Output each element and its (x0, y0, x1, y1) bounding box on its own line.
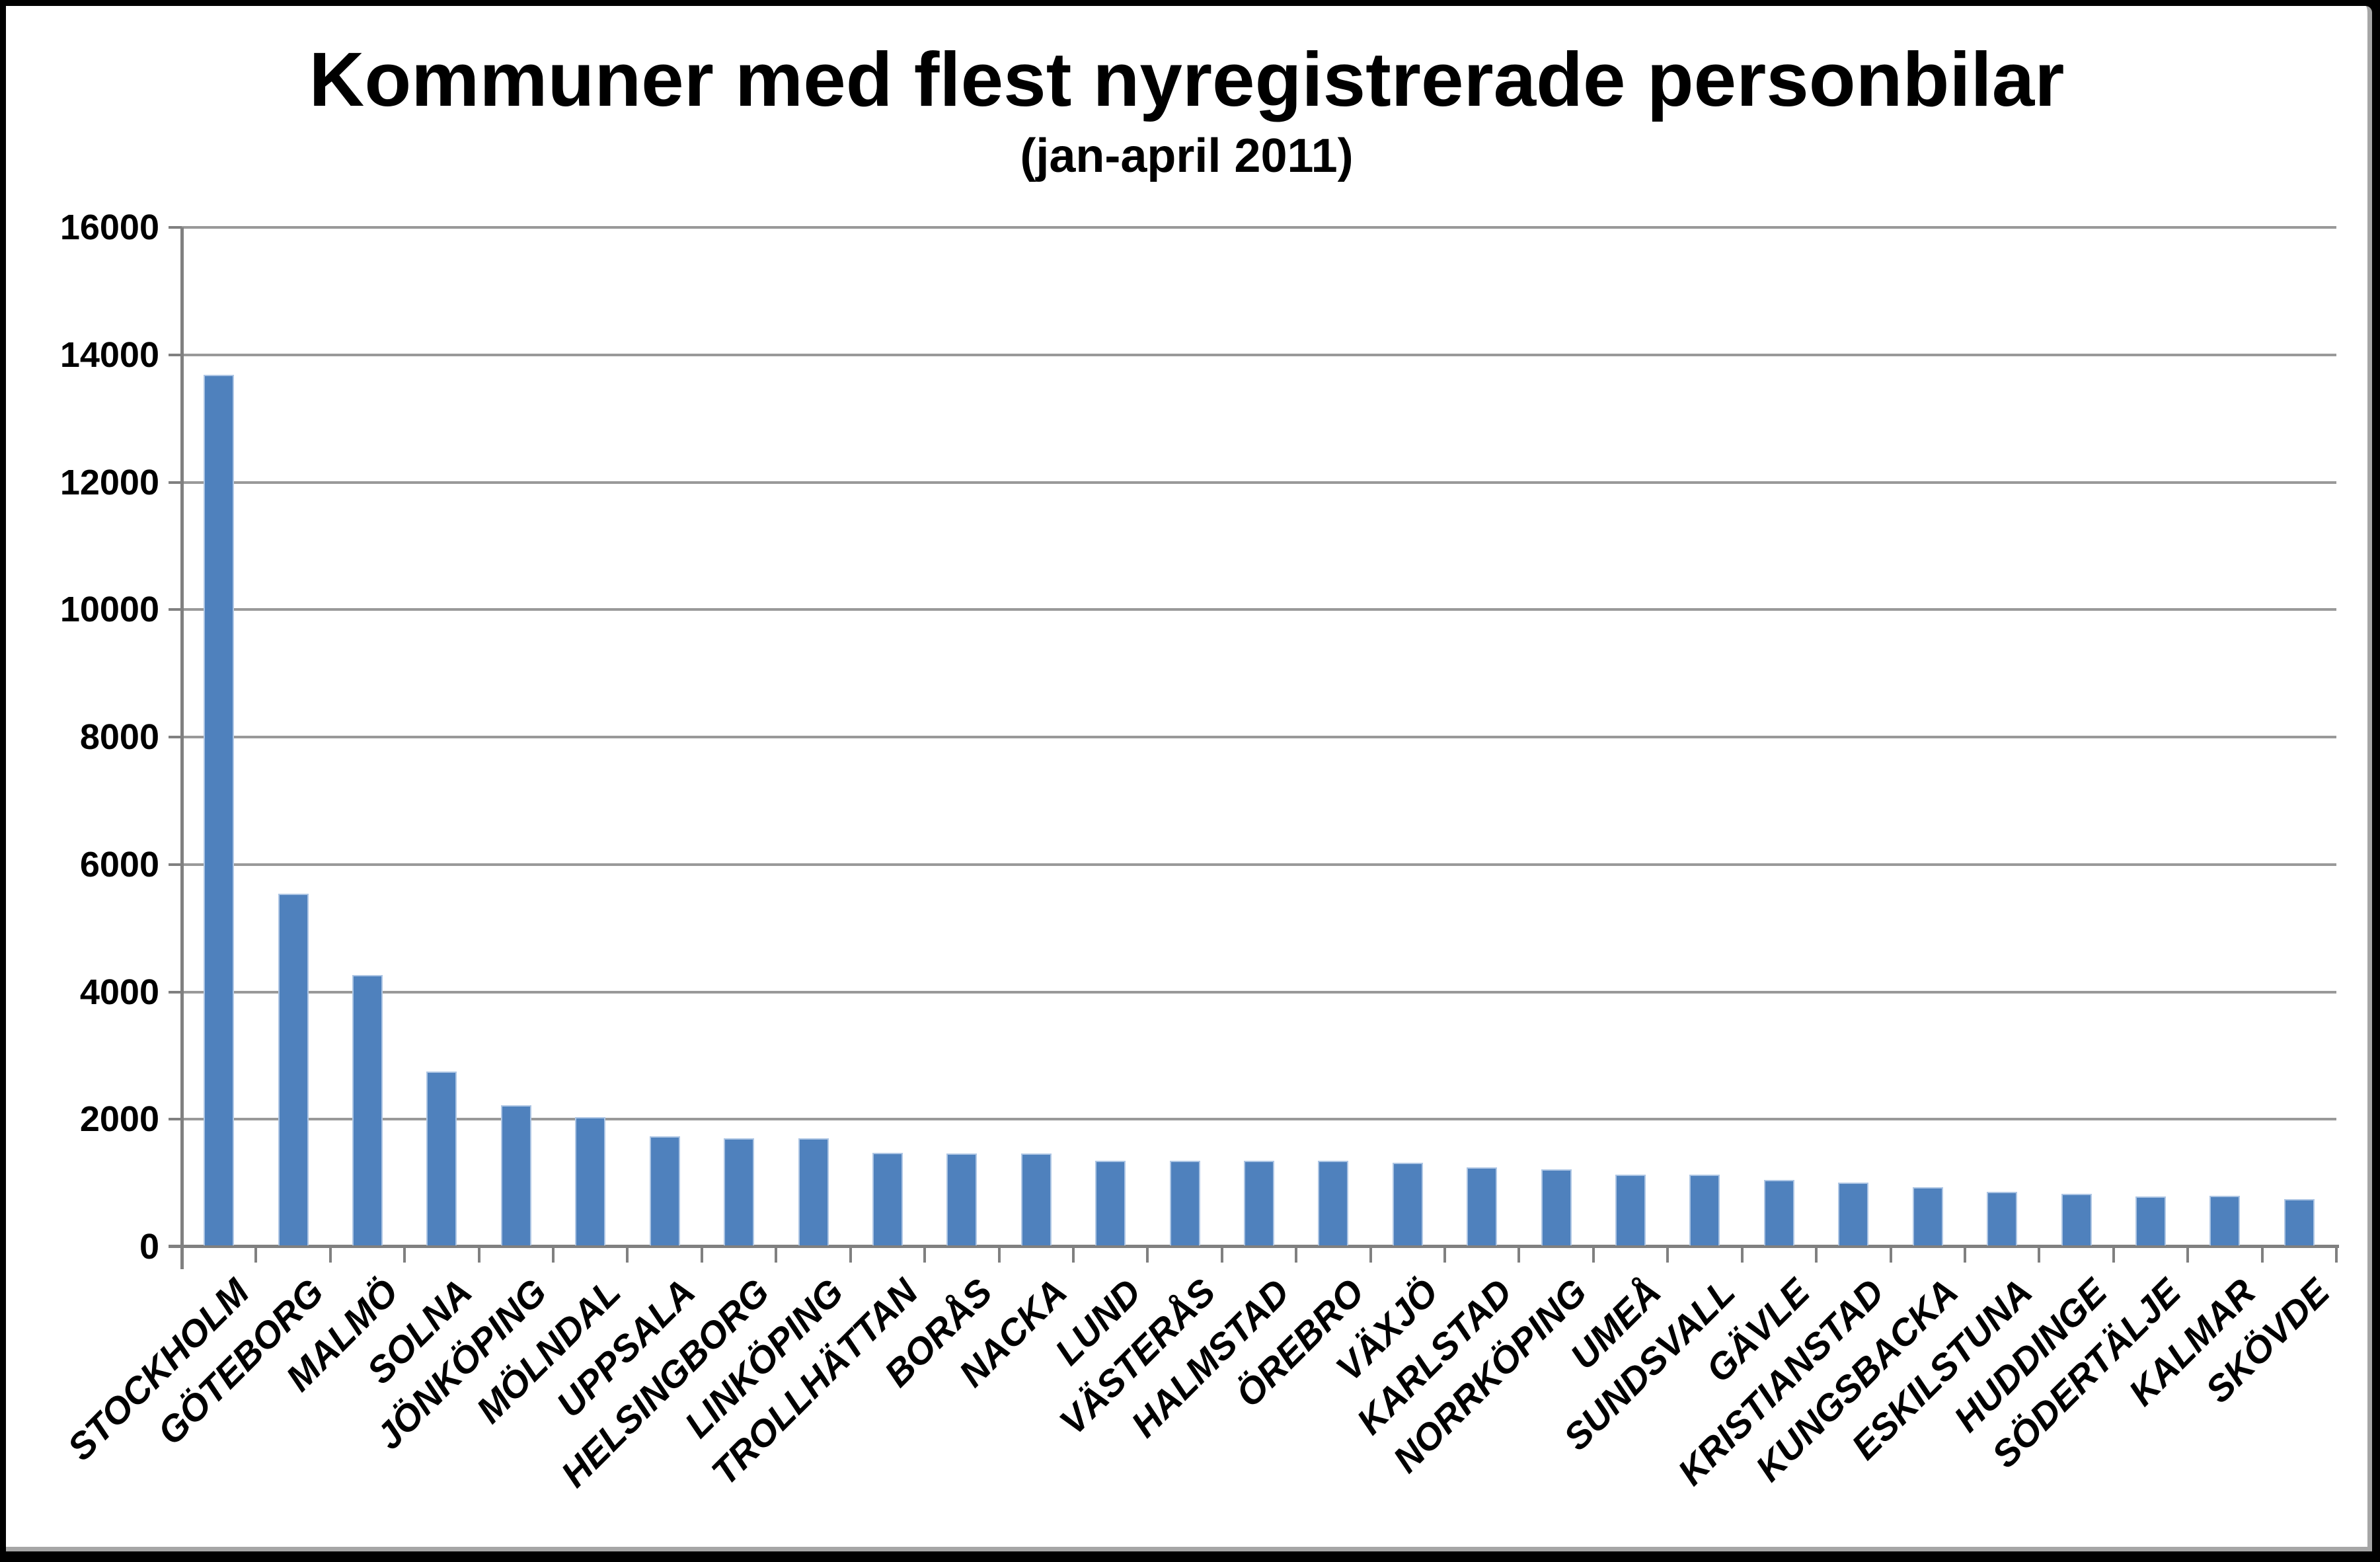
x-tick-26 (2112, 1248, 2115, 1263)
x-tick-17 (1443, 1248, 1447, 1263)
x-tick-8 (775, 1248, 778, 1263)
y-axis-line (180, 227, 184, 1269)
x-tick-4 (477, 1248, 480, 1263)
y-tick-label-12000: 12000 (59, 462, 159, 502)
bar-KUNGSBACKA (1912, 1187, 1943, 1245)
bar-KARLSTAD (1467, 1167, 1498, 1245)
y-tick-8000 (169, 736, 182, 738)
bar-TROLLHÄTTAN (872, 1153, 903, 1245)
bar-UPPSALA (649, 1136, 680, 1245)
chart-title: Kommuner med flest nyregistrerade person… (309, 36, 2065, 122)
gridline-2000 (182, 1118, 2336, 1121)
bar-UMEÅ (1615, 1175, 1646, 1245)
x-tick-0 (180, 1248, 183, 1263)
x-tick-3 (403, 1248, 406, 1263)
x-tick-20 (1666, 1248, 1670, 1263)
y-tick-4000 (169, 990, 182, 994)
bar-ESKILSTUNA (1987, 1192, 2018, 1245)
y-tick-16000 (169, 226, 182, 229)
bar-SÖDERTÄLJE (2135, 1196, 2166, 1245)
bar-VÄXJÖ (1392, 1162, 1423, 1245)
y-tick-6000 (169, 863, 182, 866)
bar-NORRKÖPING (1541, 1169, 1572, 1245)
bar-HELSINGBORG (724, 1138, 755, 1245)
bar-SKÖVDE (2284, 1198, 2315, 1245)
x-tick-5 (552, 1248, 555, 1263)
gridline-12000 (182, 481, 2336, 484)
y-tick-label-4000: 4000 (79, 972, 159, 1012)
bar-HUDDINGE (2061, 1194, 2092, 1245)
bar-NACKA (1020, 1153, 1052, 1245)
x-tick-16 (1369, 1248, 1372, 1263)
y-tick-2000 (169, 1118, 182, 1121)
bar-MÖLNDAL (575, 1117, 606, 1245)
y-tick-label-2000: 2000 (79, 1099, 159, 1140)
bar-GÄVLE (1763, 1179, 1794, 1245)
bar-GÖTEBORG (278, 894, 309, 1245)
x-tick-22 (1815, 1248, 1818, 1263)
y-tick-label-8000: 8000 (79, 717, 159, 757)
x-tick-21 (1740, 1248, 1744, 1263)
plot-area (169, 226, 2339, 1269)
x-tick-13 (1146, 1248, 1149, 1263)
y-tick-12000 (169, 481, 182, 484)
bar-HALMSTAD (1244, 1160, 1274, 1245)
gridline-6000 (182, 863, 2336, 866)
y-tick-label-0: 0 (139, 1227, 159, 1267)
x-tick-18 (1517, 1248, 1521, 1263)
bar-JÖNKÖPING (500, 1105, 531, 1245)
y-tick-label-6000: 6000 (79, 844, 159, 884)
x-tick-6 (626, 1248, 629, 1263)
bar-STOCKHOLM (204, 374, 235, 1245)
bar-SUNDSVALL (1689, 1175, 1720, 1245)
y-tick-label-10000: 10000 (59, 590, 159, 630)
x-tick-24 (1963, 1248, 1966, 1263)
chart-subtitle: (jan-april 2011) (1020, 130, 1354, 182)
x-tick-19 (1592, 1248, 1595, 1263)
bar-VÄSTERÅS (1169, 1160, 1200, 1245)
x-tick-11 (997, 1248, 1001, 1263)
bar-ÖREBRO (1318, 1160, 1349, 1245)
gridline-16000 (182, 226, 2336, 229)
gridline-4000 (182, 990, 2336, 994)
bar-BORÅS (946, 1153, 978, 1245)
y-tick-14000 (169, 353, 182, 356)
y-tick-10000 (169, 608, 182, 611)
x-tick-27 (2186, 1248, 2190, 1263)
bar-SOLNA (426, 1071, 457, 1245)
x-tick-14 (1220, 1248, 1223, 1263)
x-tick-10 (923, 1248, 927, 1263)
bar-LUND (1095, 1160, 1126, 1245)
x-tick-12 (1071, 1248, 1075, 1263)
x-tick-25 (2038, 1248, 2041, 1263)
x-tick-28 (2260, 1248, 2264, 1263)
x-tick-9 (849, 1248, 852, 1263)
x-tick-2 (328, 1248, 332, 1263)
gridline-8000 (182, 736, 2336, 738)
x-tick-23 (1889, 1248, 1892, 1263)
bar-KALMAR (2209, 1196, 2241, 1245)
bar-KRISTIANSTAD (1838, 1182, 1869, 1245)
bar-MALMÖ (352, 975, 383, 1245)
x-tick-29 (2335, 1248, 2338, 1263)
x-tick-7 (700, 1248, 703, 1263)
gridline-14000 (182, 353, 2336, 356)
y-tick-label-14000: 14000 (59, 334, 159, 375)
x-axis-line (169, 1245, 2339, 1248)
x-tick-15 (1295, 1248, 1298, 1263)
gridline-10000 (182, 608, 2336, 611)
y-tick-label-16000: 16000 (59, 208, 159, 247)
x-tick-1 (254, 1248, 258, 1263)
chart-area: Kommuner med flest nyregistrerade person… (6, 6, 2372, 1551)
bar-LINKÖPING (798, 1138, 829, 1245)
